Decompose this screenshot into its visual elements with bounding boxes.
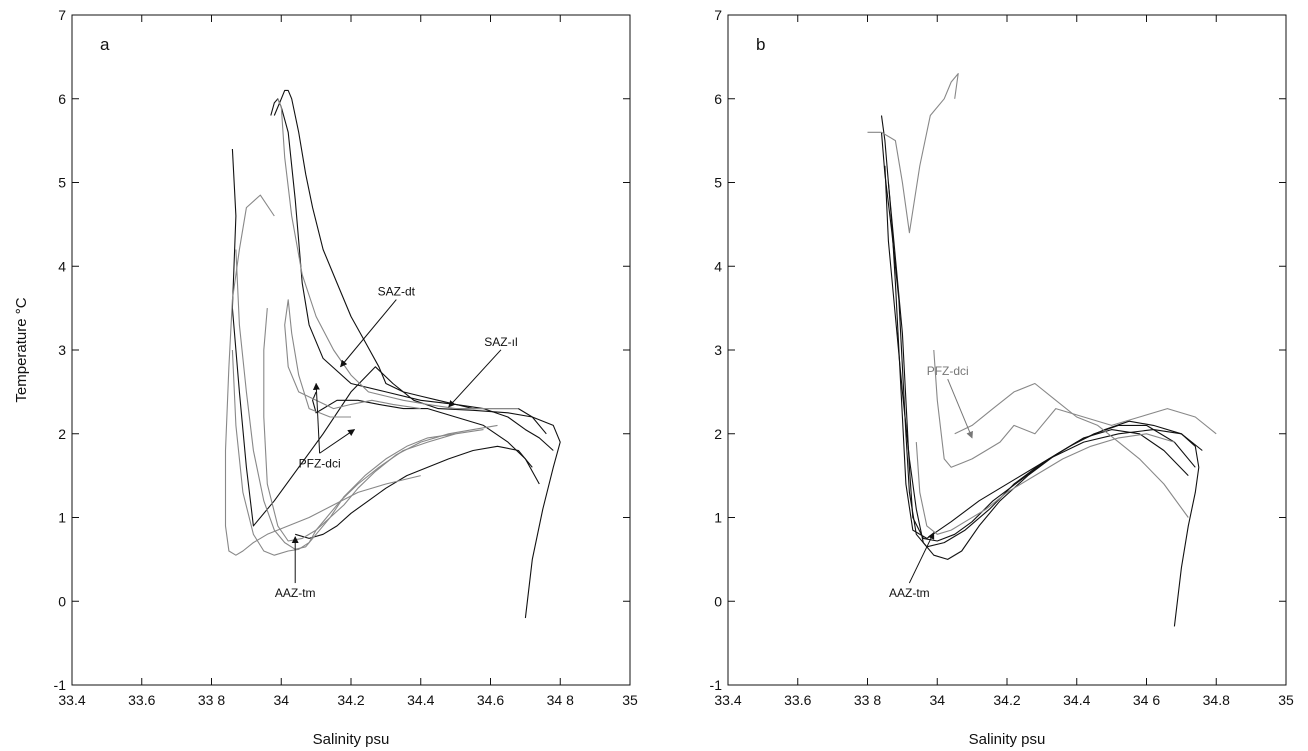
ts-profile-line-2	[273, 89, 547, 435]
ts-profile-line-5	[933, 349, 1217, 468]
x-tick-label: 35	[622, 692, 638, 708]
ts-profile-line-7	[867, 73, 959, 234]
panel-b-x-axis-title: Salinity psu	[969, 731, 1046, 748]
panel-a-y-axis-title: Temperature °C	[13, 297, 30, 402]
ts-profile-line-3	[270, 98, 554, 451]
annotation-arrow	[340, 299, 397, 368]
panel-a-series	[224, 89, 561, 619]
y-tick-label: 0	[714, 593, 722, 609]
y-tick-label: 1	[58, 510, 66, 526]
panel-a-annotations: SAZ-dt SAZ-ıl PFZ-dci AAZ-tm	[275, 285, 518, 601]
annotation-arrow	[908, 531, 935, 584]
x-tick-label: 33.4	[58, 692, 85, 708]
x-tick-label: 34.4	[1063, 692, 1090, 708]
x-tick-label: 33.6	[784, 692, 811, 708]
x-tick-label: 34	[273, 692, 289, 708]
panel-a-y-ticks: -1 0 1 2 3 4 5 6 7	[54, 7, 630, 693]
x-tick-label: 34 6	[1133, 692, 1160, 708]
y-tick-label: 3	[58, 342, 66, 358]
x-tick-label: 35	[1278, 692, 1294, 708]
x-tick-label: 34.2	[337, 692, 364, 708]
ts-profile-line-9	[231, 349, 456, 556]
x-tick-label: 34.4	[407, 692, 434, 708]
ts-profile-line-1	[880, 115, 1200, 627]
y-tick-label: 2	[58, 426, 66, 442]
panel-b-annotations: PFZ-dci AAZ-tm	[889, 364, 973, 600]
annotation-label: SAZ-ıl	[484, 335, 517, 349]
ts-profile-line-1	[231, 148, 561, 619]
x-tick-label: 33.4	[714, 692, 741, 708]
annotation-label: AAZ-tm	[889, 586, 930, 600]
y-tick-label: 4	[714, 258, 722, 274]
annotation-label: PFZ-dci	[299, 456, 341, 470]
panel-a-x-ticks: 33.4 33.6 33 8 34 34.2 34.4 34.6 34 8 35	[58, 15, 638, 708]
y-tick-label: -1	[710, 677, 723, 693]
annotation-label: AAZ-tm	[275, 586, 316, 600]
y-tick-label: 2	[714, 426, 722, 442]
y-tick-label: 0	[58, 593, 66, 609]
y-tick-label: -1	[54, 677, 67, 693]
ts-profile-line-10	[224, 194, 421, 556]
annotation-label: PFZ-dci	[927, 364, 969, 378]
ts-profile-line-7	[263, 308, 498, 542]
panel-a-letter: a	[100, 35, 110, 54]
x-tick-label: 34.2	[993, 692, 1020, 708]
annotation-arrow	[448, 349, 502, 408]
x-tick-label: 34.8	[1203, 692, 1230, 708]
x-tick-label: 34	[929, 692, 945, 708]
y-tick-label: 6	[58, 91, 66, 107]
panel-b-letter: b	[756, 35, 765, 54]
annotation-label: SAZ-dt	[378, 285, 416, 299]
x-tick-label: 33 8	[854, 692, 881, 708]
annotation-arrow	[319, 429, 356, 454]
panel-b-x-ticks: 33.4 33.6 33 8 34 34.2 34.4 34 6 34.8 35	[714, 15, 1294, 708]
ts-profile-line-4	[887, 182, 1203, 542]
panel-b-series	[867, 73, 1217, 627]
y-tick-label: 7	[714, 7, 722, 23]
y-tick-label: 4	[58, 258, 66, 274]
x-tick-label: 34 8	[547, 692, 574, 708]
annotation-arrow	[312, 382, 321, 454]
panel-a-x-axis-title: Salinity psu	[313, 731, 390, 748]
annotation-arrow	[947, 378, 973, 439]
y-tick-label: 5	[714, 175, 722, 191]
panel-b-y-ticks: -1 0 1 2 3 4 5 6 7	[710, 7, 1286, 693]
panel-a-plot-frame	[71, 14, 631, 686]
panel-b: 33.4 33.6 33 8 34 34.2 34.4 34 6 34.8 35 -101234…	[710, 7, 1294, 748]
panel-a: 33.4 33.6 33 8 34 34.2 34.4 34.6 34 8 35 -101234…	[13, 7, 638, 748]
ts-profile-line-3	[884, 165, 1189, 560]
y-tick-label: 3	[714, 342, 722, 358]
ts-profile-line-8	[235, 249, 484, 550]
y-tick-label: 5	[58, 175, 66, 191]
y-tick-label: 1	[714, 510, 722, 526]
panel-b-plot-frame	[727, 14, 1287, 686]
ts-profile-line-6	[954, 382, 1189, 518]
ts-profile-line-8	[915, 433, 1175, 535]
y-tick-label: 6	[714, 91, 722, 107]
ts-profile-line-6	[277, 98, 519, 410]
x-tick-label: 33 8	[198, 692, 225, 708]
ts-profile-line-2	[880, 132, 1196, 548]
x-tick-label: 33.6	[128, 692, 155, 708]
x-tick-label: 34.6	[477, 692, 504, 708]
y-tick-label: 7	[58, 7, 66, 23]
ts-profile-line-11	[284, 299, 421, 418]
